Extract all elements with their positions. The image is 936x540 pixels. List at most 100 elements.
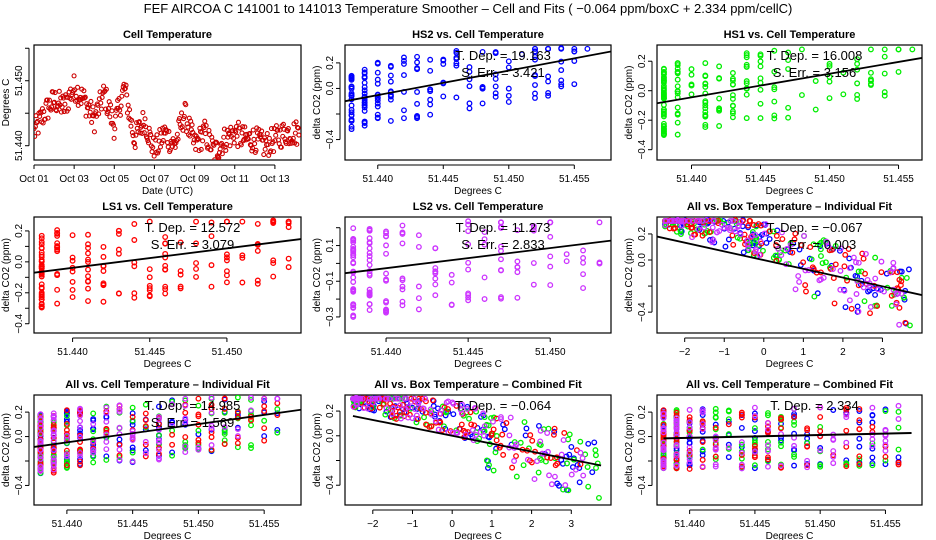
data-point — [807, 244, 814, 251]
data-point — [129, 130, 135, 136]
data-point — [804, 457, 811, 464]
data-point — [206, 127, 212, 134]
data-point — [348, 126, 355, 133]
data-point — [231, 140, 237, 146]
data-point — [383, 276, 389, 283]
data-point — [348, 93, 355, 99]
data-point — [497, 414, 504, 421]
data-point — [493, 437, 500, 444]
data-point — [56, 88, 62, 94]
data-point — [532, 72, 538, 78]
data-point — [131, 221, 138, 227]
data-point — [348, 106, 355, 113]
data-point — [395, 395, 402, 402]
data-point — [248, 395, 254, 401]
data-point — [107, 114, 113, 120]
data-point — [254, 280, 261, 287]
data-point — [141, 130, 147, 136]
data-point — [757, 58, 764, 65]
x-tick-label: 51.445 — [428, 174, 459, 185]
data-point — [562, 482, 569, 489]
data-point — [63, 412, 70, 419]
y-tick-label: 0.2 — [325, 404, 336, 418]
data-point — [223, 218, 230, 225]
data-point — [282, 136, 288, 142]
data-point — [348, 75, 355, 82]
data-point — [399, 302, 406, 309]
data-point — [177, 285, 184, 292]
data-point — [350, 288, 357, 295]
y-tick-label: −0.4 — [637, 302, 648, 322]
data-point — [149, 149, 155, 155]
y-tick-label: 0.0 — [637, 429, 648, 443]
data-point — [846, 255, 853, 262]
data-point — [75, 84, 81, 90]
data-point — [361, 70, 368, 77]
data-point — [239, 254, 246, 261]
data-point — [688, 71, 695, 78]
data-point — [895, 46, 902, 53]
data-point — [252, 141, 258, 147]
data-point — [103, 410, 110, 417]
data-point — [72, 87, 78, 93]
data-point — [520, 462, 527, 469]
data-point — [195, 446, 202, 453]
data-point — [751, 416, 758, 423]
data-point — [751, 428, 758, 435]
data-point — [660, 407, 667, 414]
data-point — [712, 405, 719, 412]
data-point — [63, 459, 70, 466]
data-point — [882, 437, 889, 444]
data-point — [514, 227, 521, 234]
data-point — [765, 458, 771, 465]
data-point — [674, 110, 681, 117]
data-point — [660, 123, 667, 130]
data-point — [127, 107, 133, 113]
data-point — [560, 437, 567, 444]
data-point — [771, 112, 778, 119]
data-point — [513, 453, 519, 459]
data-point — [254, 277, 261, 284]
data-point — [771, 86, 778, 93]
data-point — [445, 406, 451, 413]
x-tick-label: 51.450 — [493, 174, 524, 185]
data-point — [716, 63, 723, 70]
data-point — [672, 217, 679, 224]
data-point — [366, 301, 373, 308]
data-point — [887, 269, 894, 276]
data-point — [38, 235, 45, 242]
data-point — [58, 109, 64, 115]
data-point — [869, 443, 876, 449]
data-point — [779, 229, 785, 236]
data-point — [409, 415, 416, 422]
data-point — [735, 222, 742, 229]
data-point — [673, 409, 680, 416]
data-point — [513, 473, 520, 480]
data-point — [739, 217, 746, 224]
data-point — [855, 259, 862, 266]
y-axis-label: delta CO2 (ppm) — [624, 238, 635, 312]
data-point — [854, 80, 861, 87]
data-point — [861, 298, 868, 305]
data-point — [505, 92, 512, 99]
data-point — [302, 220, 307, 225]
panel-title: HS1 vs. Cell Temperature — [724, 29, 856, 41]
data-point — [545, 90, 552, 96]
data-point — [45, 115, 51, 121]
data-point — [156, 444, 162, 451]
data-point — [172, 144, 178, 150]
data-point — [115, 246, 122, 253]
data-point — [524, 456, 531, 463]
data-point — [414, 415, 421, 422]
data-point — [856, 435, 863, 442]
data-point — [507, 414, 514, 421]
data-point — [699, 409, 706, 416]
data-point — [862, 270, 868, 277]
data-point — [270, 218, 277, 225]
data-point — [882, 461, 889, 468]
data-point — [414, 113, 421, 120]
data-point — [771, 115, 778, 122]
temperature-dependence-label: T. Dep. = 12.572 — [145, 220, 241, 235]
data-point — [479, 84, 486, 90]
data-point — [63, 407, 70, 414]
